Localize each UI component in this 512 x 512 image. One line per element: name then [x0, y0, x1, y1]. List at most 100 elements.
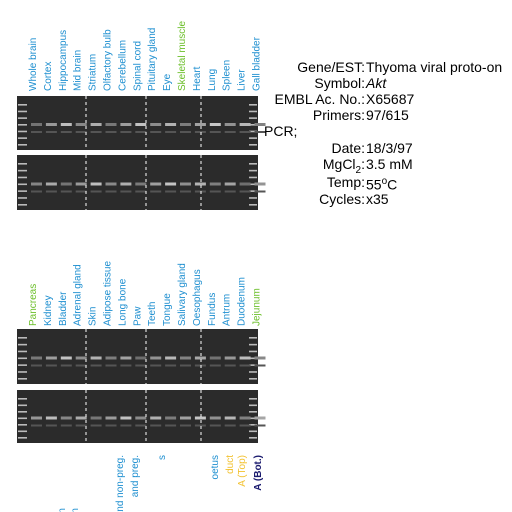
ladder-band — [18, 197, 27, 199]
band — [194, 416, 206, 420]
ladder-band — [249, 424, 257, 426]
band — [239, 123, 251, 126]
ladder-band — [18, 343, 27, 346]
band-faint — [239, 190, 251, 193]
ladder-band — [249, 124, 257, 126]
band — [45, 182, 57, 186]
band — [224, 123, 236, 126]
band-faint — [180, 190, 191, 193]
ladder-band — [18, 110, 27, 113]
lane-label: Jejunum — [252, 288, 263, 326]
ladder-band — [18, 190, 27, 192]
ladder-band — [18, 144, 27, 146]
ladder-band — [18, 163, 27, 165]
band-faint — [135, 131, 147, 133]
lane-label: Teeth — [147, 302, 158, 326]
lane-label: Salivary gland — [177, 263, 188, 326]
info-value: Akt — [366, 75, 387, 91]
band — [105, 182, 117, 186]
ladder-band — [249, 350, 257, 353]
band-faint — [194, 424, 206, 427]
lane-label: and non-preg. — [115, 455, 126, 512]
band — [194, 356, 206, 360]
lane-label: A (Top) — [237, 455, 248, 487]
band — [180, 416, 191, 420]
band — [209, 356, 221, 360]
info-value: Thyoma viral proto-on — [366, 59, 503, 75]
subscript: 2 — [355, 164, 362, 176]
band-faint — [60, 364, 72, 367]
band-faint — [209, 131, 221, 133]
band-faint — [224, 190, 236, 193]
lane-label: Lung — [207, 69, 218, 91]
band — [75, 416, 87, 420]
band — [224, 416, 236, 420]
ladder-band — [249, 337, 257, 339]
band — [75, 182, 87, 186]
band-faint — [165, 424, 177, 427]
ladder-band — [18, 130, 27, 133]
lane-label: Olfactory bulb — [103, 29, 114, 91]
ladder-band — [249, 404, 257, 407]
band-faint — [135, 190, 147, 193]
band — [135, 356, 147, 360]
band — [239, 356, 251, 360]
band — [180, 182, 191, 186]
info-label: Date: — [331, 140, 365, 156]
band — [60, 123, 72, 126]
band-faint — [165, 364, 177, 367]
ladder-band — [249, 117, 257, 119]
band — [31, 356, 42, 360]
band — [165, 356, 177, 360]
lane-label: s — [157, 455, 168, 460]
band-faint — [239, 131, 251, 133]
band-faint — [60, 190, 72, 193]
ladder-band — [18, 424, 27, 426]
ladder-band — [18, 183, 27, 186]
lane-label: Gall bladder — [252, 36, 263, 91]
lane-label: Whole brain — [28, 38, 39, 91]
band — [209, 416, 221, 420]
band — [120, 182, 132, 186]
ladder-band — [249, 110, 257, 113]
band-faint — [105, 364, 117, 367]
lane-label: on — [70, 508, 81, 512]
band-faint — [165, 190, 177, 193]
band-faint — [209, 190, 221, 193]
ladder-band — [249, 190, 257, 192]
ladder-band — [249, 378, 257, 380]
band — [105, 356, 117, 360]
band — [120, 356, 132, 360]
band-faint — [150, 424, 162, 427]
band-faint — [224, 131, 236, 133]
band — [165, 416, 177, 420]
band — [254, 182, 266, 186]
ladder-band — [18, 169, 27, 172]
lane-label: Kidney — [43, 295, 54, 326]
ladder-band — [18, 137, 27, 139]
band — [135, 182, 147, 186]
ladder-band — [18, 430, 27, 433]
band — [150, 416, 162, 420]
lane-label: A (Bot.) — [253, 455, 264, 491]
band-faint — [45, 190, 57, 193]
ladder-band — [249, 398, 257, 400]
band-faint — [254, 190, 266, 193]
ladder-band — [18, 371, 27, 373]
lane-label: Duodenum — [237, 277, 248, 326]
ladder-band — [249, 137, 257, 139]
ladder-band — [18, 357, 27, 360]
band — [254, 356, 266, 360]
band — [45, 356, 57, 360]
ladder-band — [18, 364, 27, 366]
ladder-band — [249, 430, 257, 433]
band-faint — [194, 364, 206, 367]
band-faint — [75, 190, 87, 193]
info-label: Temp: — [326, 174, 365, 190]
band-faint — [254, 131, 266, 133]
lane-label: Antrum — [222, 294, 233, 326]
lane-label: Cortex — [43, 62, 54, 91]
